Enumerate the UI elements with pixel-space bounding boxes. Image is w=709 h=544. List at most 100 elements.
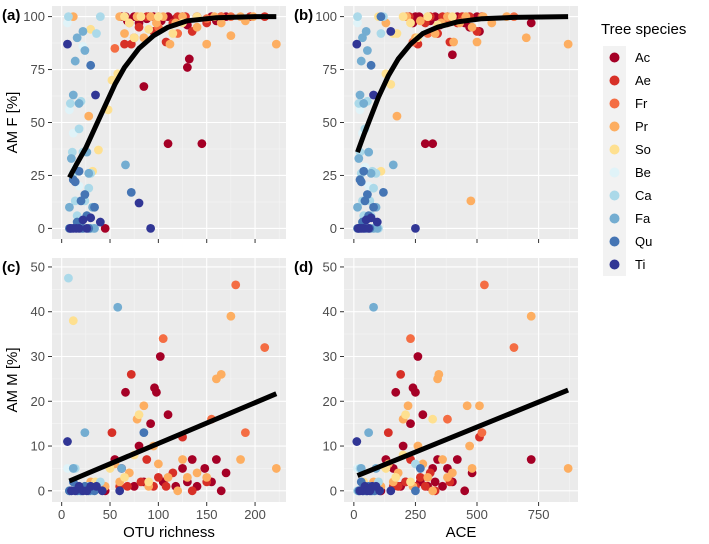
point-fa bbox=[70, 56, 80, 66]
point-ae bbox=[107, 428, 117, 438]
y-tick-label: 20 bbox=[323, 394, 337, 409]
point-ac bbox=[121, 387, 130, 397]
point-ae bbox=[161, 481, 171, 491]
point-pr bbox=[202, 472, 212, 482]
point-so bbox=[406, 477, 415, 487]
x-tick-label: 50 bbox=[103, 507, 117, 522]
point-pr bbox=[146, 12, 156, 21]
point-ti bbox=[91, 90, 100, 100]
y-tick-label: 75 bbox=[323, 62, 337, 77]
legend-label: Fr bbox=[635, 96, 648, 111]
point-ca bbox=[74, 124, 84, 134]
legend-label: So bbox=[635, 142, 651, 157]
point-ae bbox=[383, 428, 393, 438]
point-qu bbox=[126, 188, 136, 197]
point-fr bbox=[480, 280, 489, 290]
y-axis-title: AM M [%] bbox=[4, 347, 21, 412]
x-tick-label: 500 bbox=[466, 507, 488, 522]
legend-item-so: So bbox=[603, 138, 651, 161]
point-ti bbox=[63, 437, 72, 446]
point-ca bbox=[92, 29, 101, 38]
point-be bbox=[353, 18, 362, 28]
point-fa bbox=[68, 90, 78, 100]
point-fa bbox=[84, 168, 94, 178]
point-ac bbox=[182, 63, 192, 72]
point-fa bbox=[361, 27, 371, 36]
y-tick-label: 40 bbox=[31, 304, 45, 319]
fit-line bbox=[356, 387, 570, 478]
point-ca bbox=[64, 273, 73, 283]
point-ti bbox=[375, 486, 385, 496]
point-ca bbox=[64, 12, 73, 21]
point-fa bbox=[359, 99, 369, 108]
point-pr bbox=[403, 401, 413, 411]
point-ae bbox=[153, 472, 163, 482]
point-ae bbox=[187, 486, 197, 496]
legend-item-ac: Ac bbox=[603, 46, 651, 69]
point-ac bbox=[163, 410, 173, 420]
point-pr bbox=[449, 37, 459, 47]
legend-key-dot bbox=[609, 121, 620, 132]
point-ac bbox=[200, 464, 210, 473]
point-fa bbox=[358, 33, 367, 43]
point-so bbox=[120, 472, 129, 482]
point-pr bbox=[120, 29, 129, 38]
point-ti bbox=[146, 224, 156, 233]
legend-label: Pr bbox=[635, 119, 649, 134]
point-so bbox=[406, 18, 415, 28]
panel-tag: (c) bbox=[2, 259, 20, 276]
point-pr bbox=[163, 472, 173, 482]
point-ae bbox=[123, 481, 132, 491]
point-so bbox=[68, 316, 78, 326]
point-qu bbox=[356, 177, 366, 187]
panel-4: 0 250 500 750 0 10 20 30 40 50 (d) ACE bbox=[294, 258, 578, 541]
point-fa bbox=[117, 464, 127, 473]
point-fr bbox=[240, 428, 250, 438]
point-ti bbox=[95, 217, 105, 227]
x-tick-label: 250 bbox=[405, 507, 427, 522]
point-pr bbox=[521, 33, 531, 43]
point-ti bbox=[86, 213, 96, 223]
legend-items: Ac Ae Fr Pr So Be Ca Fa Qu Ti bbox=[603, 46, 652, 276]
y-tick-label: 50 bbox=[31, 115, 45, 130]
panel-3: 0 50 100 150 200 0 10 20 30 40 50 (c) OTU richness AM… bbox=[2, 258, 286, 541]
point-pr bbox=[165, 39, 175, 49]
point-fr bbox=[231, 280, 241, 290]
point-fa bbox=[372, 224, 382, 233]
points bbox=[63, 12, 281, 233]
point-ac bbox=[398, 441, 408, 451]
point-ae bbox=[136, 477, 146, 487]
x-tick-label: 0 bbox=[58, 507, 65, 522]
point-fa bbox=[72, 33, 82, 43]
point-pr bbox=[202, 39, 212, 49]
point-so bbox=[423, 12, 433, 21]
y-tick-label: 25 bbox=[31, 168, 45, 183]
legend-label: Ti bbox=[635, 257, 645, 272]
point-ti bbox=[78, 215, 88, 225]
y-tick-label: 100 bbox=[23, 9, 45, 24]
point-qu bbox=[86, 60, 96, 70]
point-so bbox=[401, 410, 410, 420]
legend-label: Ca bbox=[635, 188, 652, 203]
y-tick-label: 0 bbox=[330, 221, 337, 236]
legend-title: Tree species bbox=[601, 21, 686, 38]
legend-item-be: Be bbox=[603, 161, 651, 184]
point-qu bbox=[90, 202, 99, 212]
point-ca bbox=[65, 99, 75, 108]
fit-line bbox=[68, 391, 278, 484]
y-tick-label: 0 bbox=[38, 221, 45, 236]
point-qu bbox=[359, 166, 369, 176]
x-tick-label: 750 bbox=[528, 507, 550, 522]
y-tick-label: 50 bbox=[323, 115, 337, 130]
point-ti bbox=[366, 213, 376, 223]
legend-item-qu: Qu bbox=[603, 230, 652, 253]
point-qu bbox=[70, 177, 80, 187]
point-so bbox=[386, 79, 396, 89]
x-tick-label: 150 bbox=[196, 507, 218, 522]
point-so bbox=[134, 410, 144, 420]
point-ti bbox=[386, 486, 396, 496]
x-tick-label: 100 bbox=[148, 507, 170, 522]
point-fa bbox=[113, 302, 123, 312]
